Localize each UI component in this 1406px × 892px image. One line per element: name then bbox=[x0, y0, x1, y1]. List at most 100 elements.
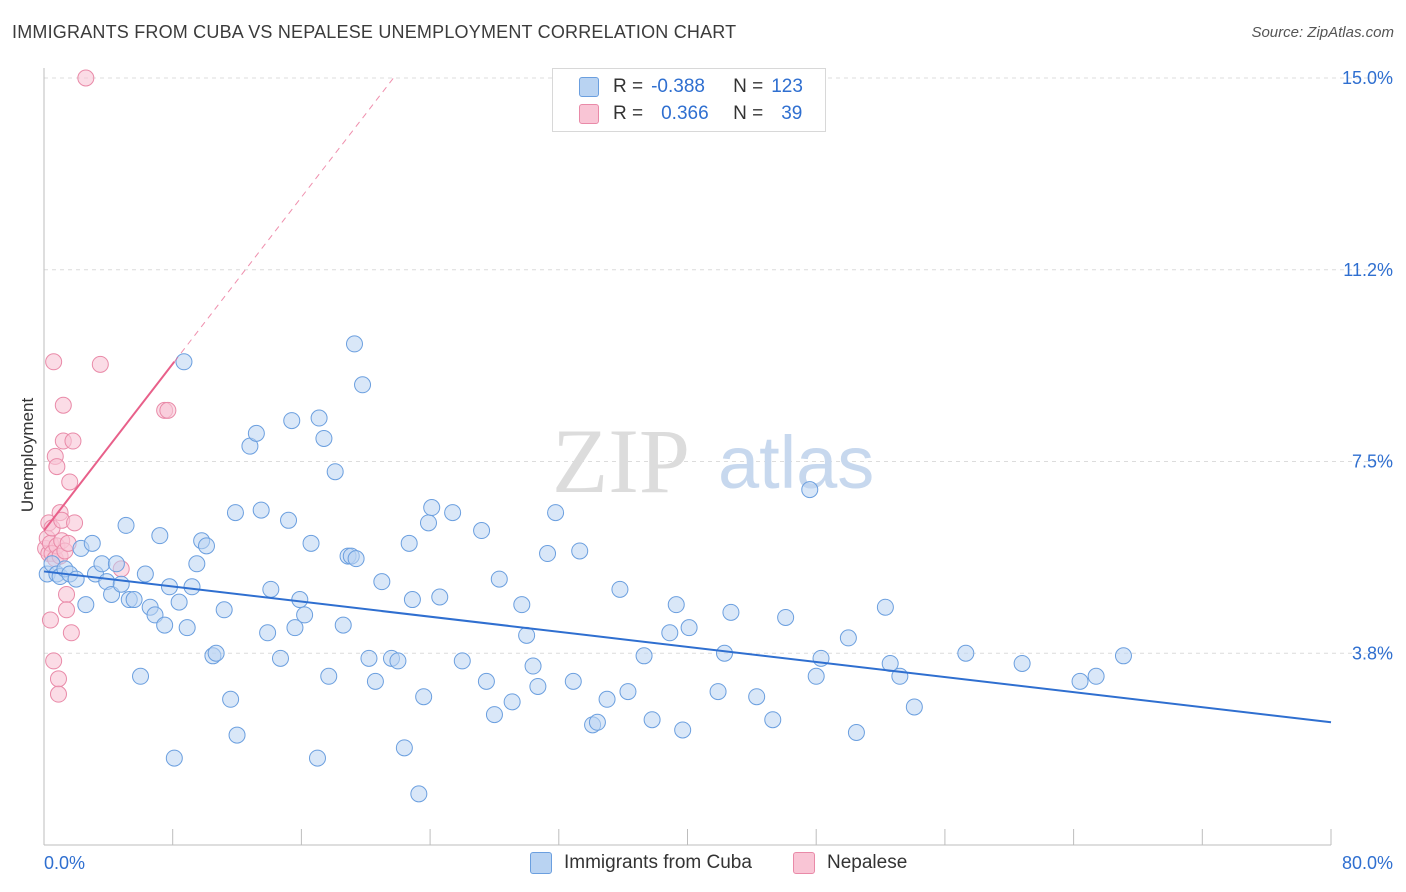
cuba-point bbox=[431, 588, 449, 606]
nepalese-point bbox=[91, 355, 109, 373]
cuba-trend-line bbox=[43, 570, 1332, 724]
cuba-point bbox=[680, 619, 698, 637]
cuba-point bbox=[151, 527, 169, 545]
cuba-point bbox=[132, 667, 150, 685]
cuba-point bbox=[93, 555, 111, 573]
cuba-point bbox=[571, 542, 589, 560]
cuba-point bbox=[716, 644, 734, 662]
nepalese-trend-extension bbox=[173, 77, 394, 363]
bottom-legend-nepalese: Nepalese bbox=[793, 852, 907, 874]
cuba-point bbox=[389, 652, 407, 670]
cuba-point bbox=[360, 649, 378, 667]
cuba-point bbox=[107, 555, 125, 573]
bottom-legend-swatch-cuba bbox=[530, 852, 552, 874]
nepalese-point bbox=[62, 624, 80, 642]
cuba-point bbox=[117, 516, 135, 534]
cuba-point bbox=[228, 726, 246, 744]
watermark-zip: ZIP bbox=[552, 410, 690, 512]
cuba-point bbox=[564, 672, 582, 690]
cuba-point bbox=[453, 652, 471, 670]
cuba-point bbox=[635, 647, 653, 665]
legend-row-cuba: R = -0.388 N = 123 bbox=[553, 74, 803, 100]
cuba-point bbox=[415, 688, 433, 706]
nepalese-point bbox=[54, 396, 72, 414]
source-label: Source: ZipAtlas.com bbox=[1251, 24, 1394, 41]
bottom-legend-swatch-nepalese bbox=[793, 852, 815, 874]
nepalese-point bbox=[64, 432, 82, 450]
correlation-legend: R = -0.388 N = 123 R = 0.366 N = 39 bbox=[552, 68, 826, 132]
cuba-point bbox=[539, 545, 557, 563]
cuba-point bbox=[485, 706, 503, 724]
cuba-point bbox=[619, 683, 637, 701]
cuba-point bbox=[83, 534, 101, 552]
cuba-point bbox=[764, 711, 782, 729]
nepalese-point bbox=[77, 69, 95, 87]
nepalese-point bbox=[61, 473, 79, 491]
cuba-point bbox=[905, 698, 923, 716]
legend-swatch-cuba bbox=[579, 77, 599, 97]
legend-r-label: R = bbox=[613, 103, 644, 124]
cuba-point bbox=[283, 412, 301, 430]
cuba-point bbox=[280, 511, 298, 529]
bottom-legend-label-nepalese: Nepalese bbox=[827, 852, 908, 873]
legend-n-label: N = bbox=[733, 103, 764, 124]
cuba-point bbox=[226, 504, 244, 522]
cuba-point bbox=[77, 596, 95, 614]
legend-r-value: -0.388 bbox=[651, 76, 705, 97]
trend-lines bbox=[43, 77, 1332, 724]
nepalese-point bbox=[49, 685, 67, 703]
cuba-point bbox=[513, 596, 531, 614]
cuba-point bbox=[1087, 667, 1105, 685]
cuba-point bbox=[643, 711, 661, 729]
x-tick-label: 0.0% bbox=[44, 853, 85, 873]
cuba-point bbox=[876, 598, 894, 616]
cuba-point bbox=[136, 565, 154, 583]
watermark: ZIP atlas bbox=[552, 410, 874, 512]
cuba-point bbox=[674, 721, 692, 739]
bottom-legend-cuba: Immigrants from Cuba bbox=[530, 852, 752, 874]
cuba-point bbox=[156, 616, 174, 634]
cuba-point bbox=[1013, 654, 1031, 672]
cuba-point bbox=[366, 672, 384, 690]
nepalese-point bbox=[49, 670, 67, 688]
cuba-point bbox=[598, 690, 616, 708]
cuba-point bbox=[400, 534, 418, 552]
bottom-legend-label-cuba: Immigrants from Cuba bbox=[564, 852, 752, 873]
cuba-point bbox=[302, 534, 320, 552]
cuba-point bbox=[222, 690, 240, 708]
nepalese-trend-line bbox=[43, 361, 176, 532]
cuba-point bbox=[473, 522, 491, 540]
y-tick-label: 3.8% bbox=[1352, 643, 1393, 663]
cuba-point bbox=[112, 575, 130, 593]
cuba-point bbox=[503, 693, 521, 711]
cuba-point bbox=[334, 616, 352, 634]
cuba-point bbox=[178, 619, 196, 637]
nepalese-point bbox=[41, 611, 59, 629]
cuba-point bbox=[611, 580, 629, 598]
legend-row-nepalese: R = 0.366 N = 39 bbox=[553, 101, 802, 127]
cuba-point bbox=[262, 580, 280, 598]
cuba-point bbox=[957, 644, 975, 662]
cuba-point bbox=[777, 608, 795, 626]
cuba-point bbox=[175, 353, 193, 371]
nepalese-point bbox=[45, 353, 63, 371]
cuba-point bbox=[667, 596, 685, 614]
cuba-point bbox=[722, 603, 740, 621]
cuba-point bbox=[308, 749, 326, 767]
cuba-point bbox=[847, 724, 865, 742]
cuba-point bbox=[410, 785, 428, 803]
tick-labels: 3.8% 7.5% 11.2% 15.0% 0.0% 80.0% bbox=[44, 68, 1393, 873]
cuba-point bbox=[354, 376, 372, 394]
nepalese-point bbox=[159, 401, 177, 419]
cuba-point bbox=[310, 409, 328, 427]
cuba-point bbox=[477, 672, 495, 690]
cuba-point bbox=[170, 593, 188, 611]
cuba-point bbox=[423, 499, 441, 517]
nepalese-point bbox=[66, 514, 84, 532]
cuba-point bbox=[247, 424, 265, 442]
cuba-point bbox=[748, 688, 766, 706]
axes-layer bbox=[43, 68, 1332, 846]
nepalese-point bbox=[58, 585, 76, 603]
cuba-point bbox=[524, 657, 542, 675]
